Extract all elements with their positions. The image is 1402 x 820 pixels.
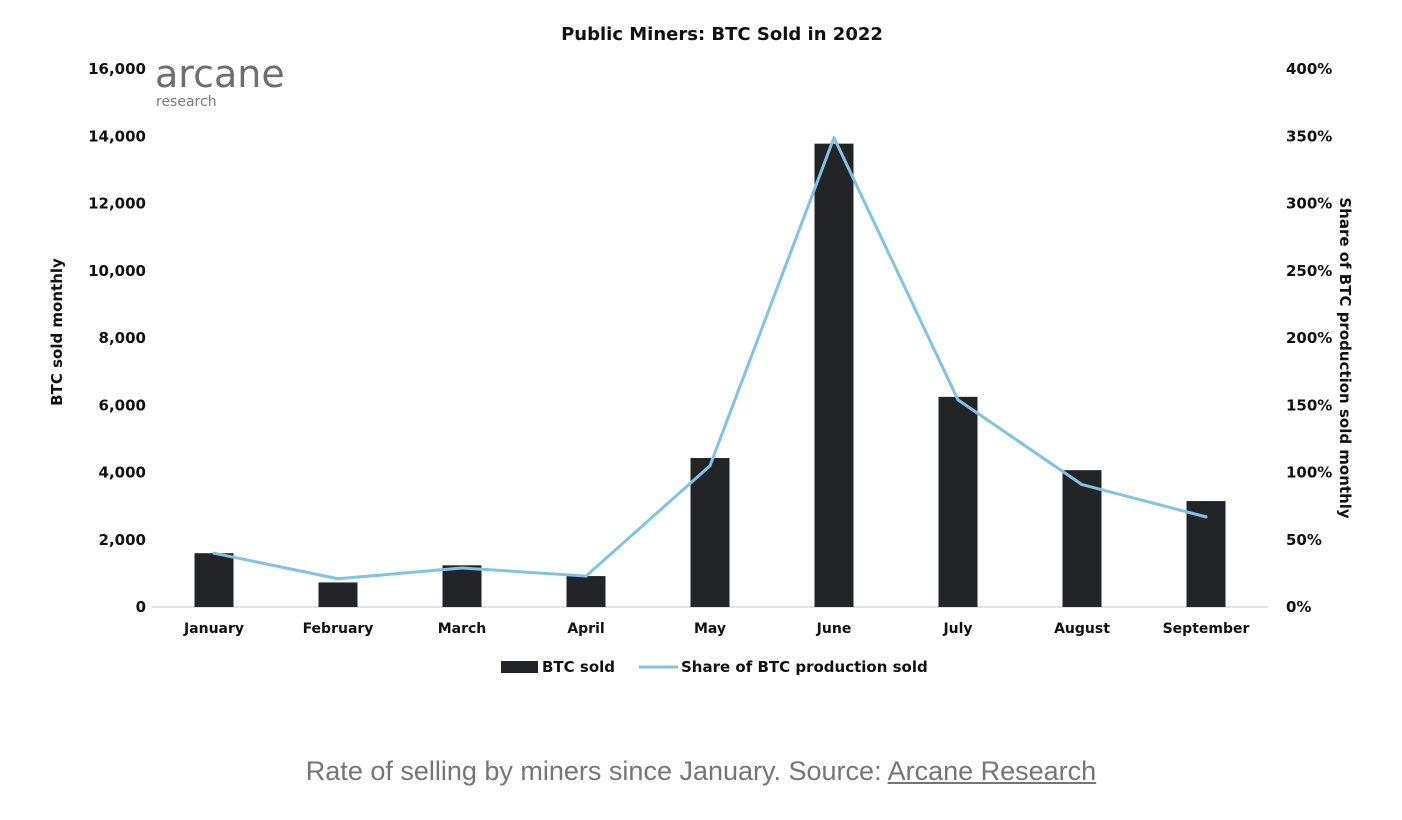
right-tick-label: 400% (1286, 60, 1332, 78)
figure-caption: Rate of selling by miners since January.… (0, 756, 1402, 787)
bar-february (318, 582, 358, 607)
right-y-axis: 0% 50% 100% 150% 200% 250% 300% 350% 400% (1286, 60, 1332, 616)
bar-july (938, 396, 978, 607)
arcane-logo: arcane research (155, 52, 285, 110)
bar-series (194, 143, 1226, 607)
x-tick-label: July (942, 621, 972, 637)
right-tick-label: 250% (1286, 262, 1332, 280)
left-tick-label: 16,000 (88, 60, 146, 78)
x-tick-label: June (816, 621, 852, 637)
x-tick-label: September (1163, 621, 1250, 637)
x-tick-label: August (1054, 621, 1110, 637)
x-tick-label: February (303, 621, 374, 637)
caption-text: Rate of selling by miners since January.… (305, 756, 888, 786)
left-tick-label: 4,000 (99, 464, 146, 482)
chart-title: Public Miners: BTC Sold in 2022 (561, 24, 883, 45)
x-tick-label: April (567, 621, 604, 637)
share-point-april (584, 574, 588, 578)
right-tick-label: 100% (1286, 464, 1332, 482)
legend-bar-swatch (501, 661, 538, 673)
left-tick-label: 6,000 (99, 396, 146, 414)
left-tick-label: 8,000 (99, 329, 146, 347)
chart: Public Miners: BTC Sold in 2022 arcane r… (48, 24, 1354, 676)
share-point-june (832, 136, 836, 140)
right-tick-label: 200% (1286, 329, 1332, 347)
left-axis-label: BTC sold monthly (48, 258, 66, 406)
bar-march (442, 565, 482, 607)
logo-subtitle: research (156, 94, 217, 110)
legend-line-label: Share of BTC production sold (681, 658, 928, 676)
share-point-january (212, 551, 216, 555)
right-tick-label: 50% (1286, 531, 1322, 549)
left-tick-label: 12,000 (88, 195, 146, 213)
share-point-september (1204, 515, 1208, 519)
bar-january (194, 553, 234, 607)
logo-wordmark: arcane (155, 52, 285, 96)
bar-june (814, 143, 854, 607)
legend: BTC sold Share of BTC production sold (501, 658, 928, 676)
left-tick-label: 14,000 (88, 127, 146, 145)
share-point-july (956, 398, 960, 402)
share-point-february (336, 577, 340, 581)
x-tick-label: March (438, 621, 487, 637)
source-link[interactable]: Arcane Research (887, 756, 1097, 786)
share-point-march (460, 566, 464, 570)
bar-august (1062, 470, 1102, 607)
legend-bar-label: BTC sold (542, 658, 615, 676)
share-line-series (212, 136, 1208, 581)
x-tick-label: May (694, 621, 726, 637)
share-point-may (708, 464, 712, 468)
bar-april (566, 576, 606, 607)
bar-september (1186, 501, 1226, 607)
left-tick-label: 2,000 (99, 531, 146, 549)
x-axis: January February March April May June July Augu… (183, 621, 1250, 637)
share-point-august (1080, 483, 1084, 487)
bar-may (690, 458, 730, 607)
right-tick-label: 0% (1286, 598, 1311, 616)
x-tick-label: January (183, 621, 244, 637)
left-tick-label: 10,000 (88, 262, 146, 280)
right-tick-label: 350% (1286, 127, 1332, 145)
right-axis-label: Share of BTC production sold monthly (1336, 197, 1354, 519)
right-tick-label: 300% (1286, 195, 1332, 213)
left-y-axis: 0 2,000 4,000 6,000 8,000 10,000 12,000 14,000 1… (88, 60, 146, 616)
right-tick-label: 150% (1286, 396, 1332, 414)
left-tick-label: 0 (136, 598, 146, 616)
